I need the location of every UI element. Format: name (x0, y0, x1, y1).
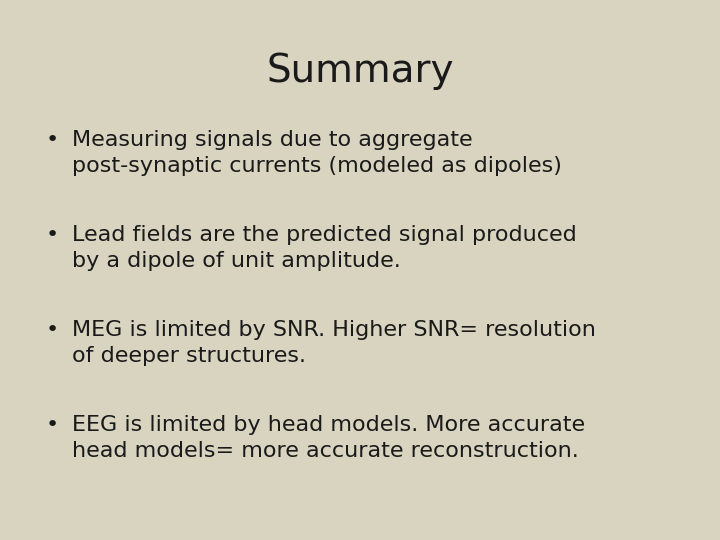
Text: EEG is limited by head models. More accurate
head models= more accurate reconstr: EEG is limited by head models. More accu… (72, 415, 585, 461)
Text: •: • (45, 415, 58, 435)
Text: Measuring signals due to aggregate
post-synaptic currents (modeled as dipoles): Measuring signals due to aggregate post-… (72, 130, 562, 177)
Text: •: • (45, 320, 58, 340)
Text: •: • (45, 225, 58, 245)
Text: Lead fields are the predicted signal produced
by a dipole of unit amplitude.: Lead fields are the predicted signal pro… (72, 225, 577, 272)
Text: MEG is limited by SNR. Higher SNR= resolution
of deeper structures.: MEG is limited by SNR. Higher SNR= resol… (72, 320, 596, 367)
Text: Summary: Summary (266, 52, 454, 90)
Text: •: • (45, 130, 58, 150)
